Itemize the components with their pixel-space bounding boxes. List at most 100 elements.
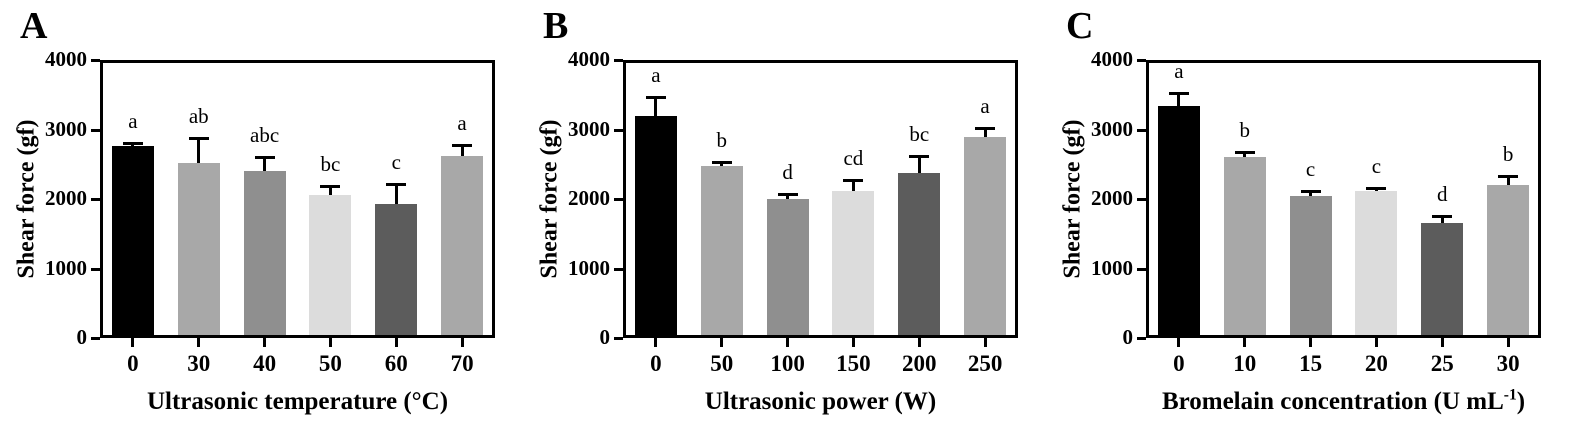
error-bar-cap (1234, 150, 1255, 154)
error-bar-cap (1366, 186, 1387, 190)
error-bar-cap (1168, 92, 1189, 96)
panel-c-x-axis-label: Bromelain concentration (U mL-1) (1146, 386, 1541, 416)
x-axis-tick-label: 25 (1430, 351, 1454, 376)
x-axis-tick (460, 338, 464, 347)
panel-c-letter: C (1066, 5, 1094, 47)
x-axis-tick-label: 50 (318, 351, 342, 376)
significance-letter: cd (843, 146, 864, 171)
x-axis-tick (1440, 338, 1444, 347)
x-axis-tick-label: 70 (450, 351, 474, 376)
significance-letter: c (391, 149, 401, 174)
y-axis-tick (1137, 129, 1146, 132)
bar-0 (1157, 105, 1200, 338)
error-bar-line (394, 183, 398, 204)
error-bar-cap (975, 127, 996, 131)
significance-letter: ab (188, 103, 209, 128)
plot-frame (100, 60, 495, 338)
bar-50 (309, 194, 352, 338)
y-axis-tick (1137, 337, 1146, 340)
x-axis-tick-label: 10 (1233, 351, 1257, 376)
y-axis-tick (91, 129, 100, 132)
bar-15 (1289, 196, 1332, 338)
x-axis-tick-label: 100 (770, 351, 805, 376)
x-axis-tick-label: 50 (710, 351, 734, 376)
panel-a-x-axis-label: Ultrasonic temperature (°C) (100, 388, 495, 416)
significance-letter: b (1239, 117, 1251, 142)
x-axis-tick (263, 338, 267, 347)
error-bar-cap (1432, 215, 1453, 219)
bar-250 (964, 137, 1007, 338)
error-bar-line (460, 145, 464, 156)
x-axis-tick (1506, 338, 1510, 347)
x-axis-tick (720, 338, 724, 347)
y-axis-tick-label: 3000 (45, 117, 87, 141)
y-axis-tick-label: 3000 (1091, 117, 1133, 141)
bar-0 (111, 146, 154, 338)
y-axis-tick-label: 4000 (568, 47, 610, 71)
x-axis-tick-label: 30 (187, 351, 211, 376)
error-bar-cap (777, 193, 798, 197)
error-bar-line (851, 180, 855, 192)
error-bar-line (983, 128, 987, 138)
x-axis-tick (1374, 338, 1378, 347)
x-axis-tick-label: 60 (384, 351, 408, 376)
x-axis-tick (851, 338, 855, 347)
y-axis-tick-label: 0 (1122, 325, 1134, 349)
panel-a: A Shear force (gf) 0 1000 2000 3000 4000 a 0 ab… (0, 0, 523, 443)
bar-150 (832, 191, 875, 338)
y-axis-tick (91, 198, 100, 201)
x-axis-tick (1177, 338, 1181, 347)
y-axis-tick (91, 59, 100, 62)
significance-letter: bc (320, 151, 341, 176)
bar-40 (243, 170, 286, 338)
panel-b-x-axis-label: Ultrasonic power (W) (623, 388, 1018, 416)
x-axis-tick-label: 20 (1364, 351, 1388, 376)
y-axis-tick-label: 0 (599, 325, 611, 349)
x-axis-tick (197, 338, 201, 347)
x-axis-tick (394, 338, 398, 347)
bar-60 (375, 203, 418, 338)
error-bar-cap (909, 154, 930, 158)
error-bar-cap (320, 184, 341, 188)
y-axis-tick-label: 2000 (45, 186, 87, 210)
significance-letter: a (128, 109, 138, 134)
significance-letter: d (782, 160, 793, 185)
bar-50 (700, 165, 743, 338)
bar-100 (766, 199, 809, 338)
significance-letter: a (457, 111, 467, 136)
y-axis-tick (614, 59, 623, 62)
x-axis-tick-label: 40 (253, 351, 277, 376)
panel-c: C Shear force (gf) 0 1000 2000 3000 4000 a 0 b 1… (1046, 0, 1569, 443)
x-axis-tick (654, 338, 658, 347)
significance-letter: d (1437, 182, 1448, 207)
x-axis-label-text: Ultrasonic temperature (°C) (146, 388, 449, 415)
bar-20 (1355, 191, 1398, 338)
y-axis-tick-label: 4000 (1091, 47, 1133, 71)
significance-letter: b (1502, 142, 1514, 167)
panel-c-plot-area: 0 1000 2000 3000 4000 a 0 b 10 c 15 c 20 d 25 b 30 (1091, 47, 1541, 376)
error-bar-cap (1498, 175, 1519, 179)
error-bar-cap (122, 142, 143, 146)
panel-b-plot-area: 0 1000 2000 3000 4000 a 0 b 50 d 100 cd 150 bc 200 a 250 (568, 47, 1018, 376)
y-axis-tick-label: 4000 (45, 47, 87, 71)
error-bar-cap (711, 161, 732, 165)
error-bar-line (1440, 216, 1444, 223)
x-axis-label-superscript: -1 (1503, 386, 1517, 404)
error-bar-cap (843, 179, 864, 183)
x-axis-label-text: Bromelain concentration (U mL (1161, 388, 1504, 415)
bar-200 (898, 173, 941, 338)
panel-b-letter: B (543, 5, 569, 47)
error-bar-line (1177, 93, 1181, 106)
y-axis-tick (1137, 59, 1146, 62)
bar-30 (1487, 185, 1530, 338)
error-bar-cap (386, 182, 407, 186)
y-axis-tick-label: 2000 (1091, 186, 1133, 210)
x-axis-tick (1309, 338, 1313, 347)
y-axis-tick-label: 1000 (1091, 256, 1133, 280)
significance-letter: a (651, 62, 661, 87)
y-axis-tick (614, 268, 623, 271)
y-axis-tick-label: 1000 (568, 256, 610, 280)
y-axis-tick (614, 337, 623, 340)
x-axis-tick-label: 250 (967, 351, 1003, 376)
bar-70 (441, 155, 484, 338)
